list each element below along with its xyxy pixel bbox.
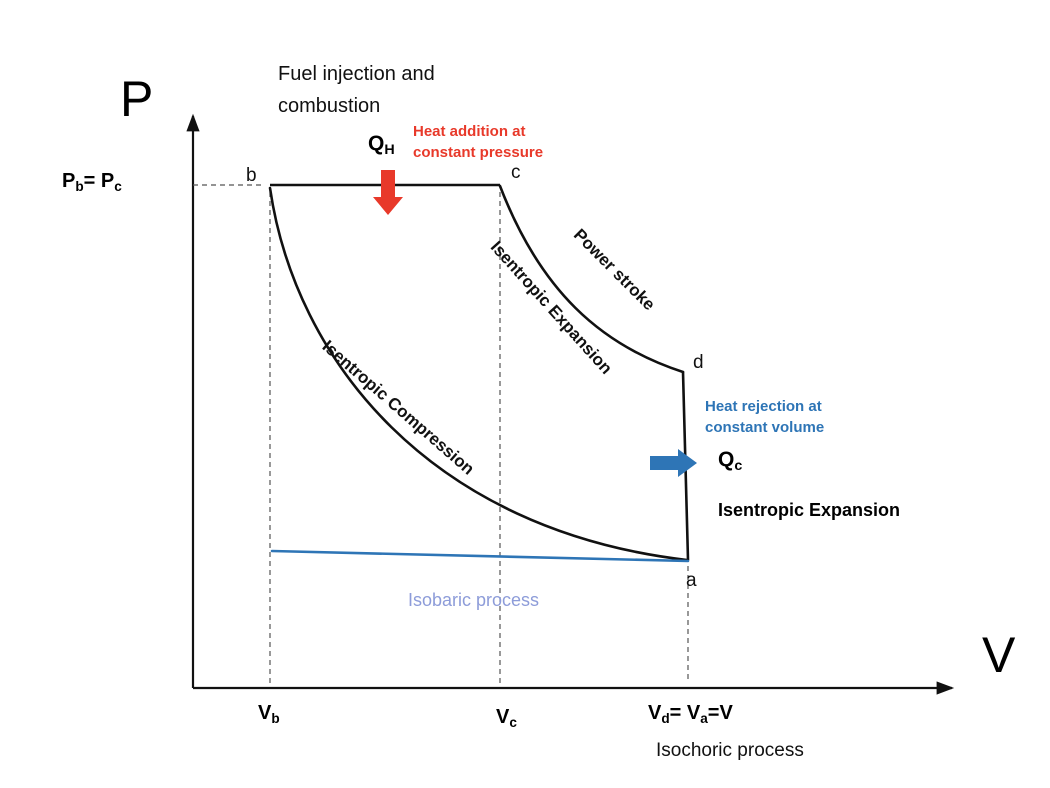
vd-s2: a — [700, 710, 708, 726]
point-a-label: a — [686, 570, 697, 591]
qc-main: Q — [718, 448, 735, 471]
heat-rejection-line1: Heat rejection at — [705, 398, 822, 415]
pressure-sub1: b — [75, 178, 84, 194]
vb-main: V — [258, 702, 272, 724]
vc-tick-label: Vc — [496, 706, 517, 730]
heat-rejection-note: Heat rejection at constant volume — [705, 396, 824, 438]
pressure-mid: = P — [83, 170, 115, 192]
vd-p1: V — [648, 702, 662, 724]
point-c-label: c — [511, 162, 521, 183]
fuel-injection-note: Fuel injection and combustion — [278, 58, 435, 122]
point-d-label: d — [693, 352, 704, 373]
pressure-sub2: c — [114, 178, 122, 194]
point-b-label: b — [246, 165, 257, 186]
heat-addition-note: Heat addition at constant pressure — [413, 121, 543, 163]
vd-end: =V — [707, 702, 733, 724]
qh-label: QH — [368, 132, 395, 158]
vb-sub: b — [271, 710, 280, 726]
pressure-level-label: Pb= Pc — [62, 170, 122, 194]
qc-sub: c — [734, 457, 743, 474]
pressure-p1: P — [62, 170, 76, 192]
isobaric-line — [270, 549, 690, 563]
heat-addition-line1: Heat addition at — [413, 123, 526, 140]
vb-tick-label: Vb — [258, 702, 280, 726]
vc-sub: c — [509, 714, 517, 730]
p-axis-label: P — [120, 71, 154, 127]
isentropic-expansion-curve — [498, 184, 685, 374]
vd-va-tick-label: Vd= Va=V — [648, 702, 733, 726]
vd-mid: = V — [669, 702, 701, 724]
isentropic-expansion-right-label: Isentropic Expansion — [718, 500, 901, 520]
heat-rejection-arrow-icon — [650, 449, 697, 477]
isentropic-compression-curve — [268, 186, 689, 562]
isobaric-process-label: Isobaric process — [408, 590, 540, 610]
v-axis-label: V — [982, 627, 1016, 683]
vc-main: V — [496, 706, 510, 728]
fuel-note-line2: combustion — [278, 95, 381, 117]
heat-rejection-line2: constant volume — [705, 419, 825, 436]
qc-label: Qc — [718, 448, 743, 474]
fuel-note-line1: Fuel injection and — [278, 63, 435, 85]
qh-sub: H — [384, 141, 395, 158]
isochoric-process-label: Isochoric process — [656, 740, 804, 761]
heat-addition-arrow-icon — [373, 170, 403, 215]
heat-addition-line2: constant pressure — [413, 144, 544, 161]
qh-main: Q — [368, 132, 385, 155]
vd-s1: d — [661, 710, 670, 726]
